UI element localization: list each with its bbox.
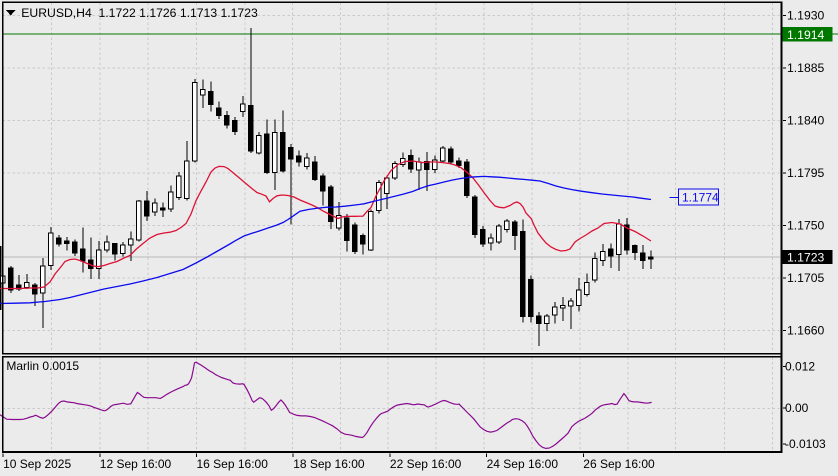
svg-text:1.1885: 1.1885 (787, 61, 824, 75)
svg-text:1.1930: 1.1930 (787, 9, 824, 23)
svg-text:26 Sep 16:00: 26 Sep 16:00 (583, 457, 655, 471)
svg-text:10 Sep 2025: 10 Sep 2025 (3, 457, 71, 471)
svg-text:1.1750: 1.1750 (787, 219, 824, 233)
svg-text:EURUSD,H4 1.1722 1.1726 1.171: EURUSD,H4 1.1722 1.1726 1.1713 1.1723 (21, 6, 258, 20)
svg-text:-0.0103: -0.0103 (785, 437, 826, 451)
svg-text:Marlin 0.0015: Marlin 0.0015 (6, 359, 79, 373)
svg-text:1.1705: 1.1705 (787, 271, 824, 285)
svg-text:0.012: 0.012 (785, 360, 815, 374)
svg-text:1.1774: 1.1774 (682, 191, 719, 205)
svg-text:1.1723: 1.1723 (787, 251, 824, 265)
svg-text:22 Sep 16:00: 22 Sep 16:00 (390, 457, 462, 471)
svg-text:1.1840: 1.1840 (787, 114, 824, 128)
svg-text:12 Sep 16:00: 12 Sep 16:00 (100, 457, 172, 471)
svg-text:24 Sep 16:00: 24 Sep 16:00 (487, 457, 559, 471)
svg-text:1.1914: 1.1914 (787, 28, 824, 42)
svg-text:1.1660: 1.1660 (787, 324, 824, 338)
svg-text:0.00: 0.00 (785, 401, 809, 415)
svg-text:18 Sep 16:00: 18 Sep 16:00 (293, 457, 365, 471)
svg-text:1.1795: 1.1795 (787, 166, 824, 180)
svg-text:16 Sep 16:00: 16 Sep 16:00 (197, 457, 269, 471)
